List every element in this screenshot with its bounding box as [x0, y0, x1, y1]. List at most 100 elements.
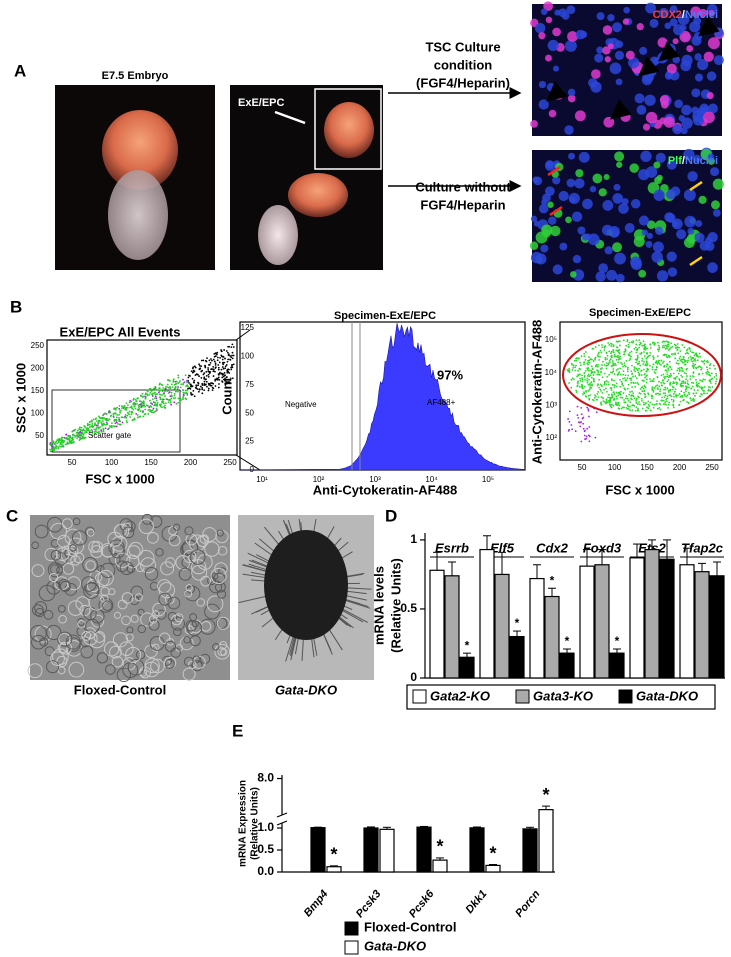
event — [686, 367, 688, 370]
cell — [34, 625, 52, 643]
event — [585, 435, 588, 438]
event — [217, 366, 220, 369]
cell — [160, 561, 175, 576]
nucleus — [575, 29, 586, 40]
event — [691, 360, 694, 363]
cell — [211, 572, 219, 580]
nucleus — [672, 38, 679, 45]
event — [568, 382, 570, 384]
event — [173, 392, 176, 395]
event — [615, 358, 618, 361]
event — [227, 368, 230, 371]
event — [702, 392, 705, 395]
nucleus — [546, 82, 556, 92]
event — [63, 436, 66, 439]
event — [575, 364, 577, 367]
event — [213, 355, 216, 358]
nucleus — [533, 176, 543, 186]
event — [198, 363, 200, 366]
event — [715, 374, 718, 377]
event — [188, 381, 190, 384]
event — [676, 349, 679, 351]
event — [669, 372, 672, 375]
cell — [38, 584, 56, 602]
process — [341, 608, 368, 623]
y-tick-label: 25 — [245, 437, 254, 446]
nucleus — [615, 273, 625, 283]
cell — [86, 578, 101, 593]
event — [664, 344, 667, 347]
event — [598, 378, 601, 381]
event — [206, 357, 208, 360]
cell — [199, 534, 210, 544]
axis-title: Count — [219, 377, 234, 415]
cell — [130, 585, 144, 599]
bar — [432, 859, 448, 873]
nucleus — [693, 154, 701, 163]
event — [683, 398, 685, 401]
cell — [162, 655, 173, 666]
event — [186, 381, 188, 384]
nucleus — [713, 27, 724, 38]
event — [653, 403, 656, 406]
event — [570, 424, 573, 426]
event — [674, 376, 677, 379]
event — [651, 395, 654, 398]
event — [169, 395, 172, 398]
event — [570, 386, 573, 389]
event — [576, 385, 579, 388]
event — [638, 373, 641, 375]
event — [597, 370, 600, 372]
event — [71, 441, 73, 444]
event — [82, 428, 85, 431]
event — [222, 367, 225, 370]
event — [177, 401, 180, 404]
event — [55, 447, 58, 450]
legend-label: Gata-DKO — [364, 938, 426, 953]
cell — [191, 660, 203, 672]
event — [597, 390, 600, 393]
event — [577, 416, 580, 419]
event — [605, 364, 608, 367]
event — [151, 398, 154, 401]
y-tick-label: 250 — [31, 341, 45, 350]
nucleus — [596, 46, 604, 54]
nucleus — [538, 99, 549, 110]
event — [666, 395, 669, 398]
event — [577, 369, 579, 372]
event — [626, 340, 629, 343]
event — [88, 430, 91, 433]
event — [631, 409, 634, 412]
event — [592, 399, 595, 402]
event — [667, 376, 670, 379]
event — [638, 374, 641, 377]
nucleus — [707, 153, 715, 161]
event — [643, 351, 645, 353]
event — [712, 364, 715, 367]
event — [86, 424, 89, 427]
event — [160, 403, 162, 406]
event — [685, 395, 688, 398]
event — [624, 374, 627, 377]
cell — [57, 534, 71, 548]
cell — [119, 561, 134, 576]
bar — [416, 826, 432, 873]
event — [652, 406, 655, 409]
nucleus — [548, 216, 557, 225]
event — [610, 371, 612, 374]
event — [640, 369, 643, 372]
event — [635, 343, 638, 346]
event — [603, 388, 606, 391]
gate-label: Negative — [285, 400, 317, 409]
event — [618, 404, 621, 407]
event — [594, 395, 597, 398]
event — [182, 393, 185, 396]
event — [200, 365, 203, 367]
event — [695, 378, 697, 381]
event — [658, 362, 661, 365]
event — [669, 348, 671, 350]
cell — [144, 644, 158, 658]
event — [666, 347, 669, 350]
event — [588, 415, 590, 418]
event — [670, 342, 673, 345]
